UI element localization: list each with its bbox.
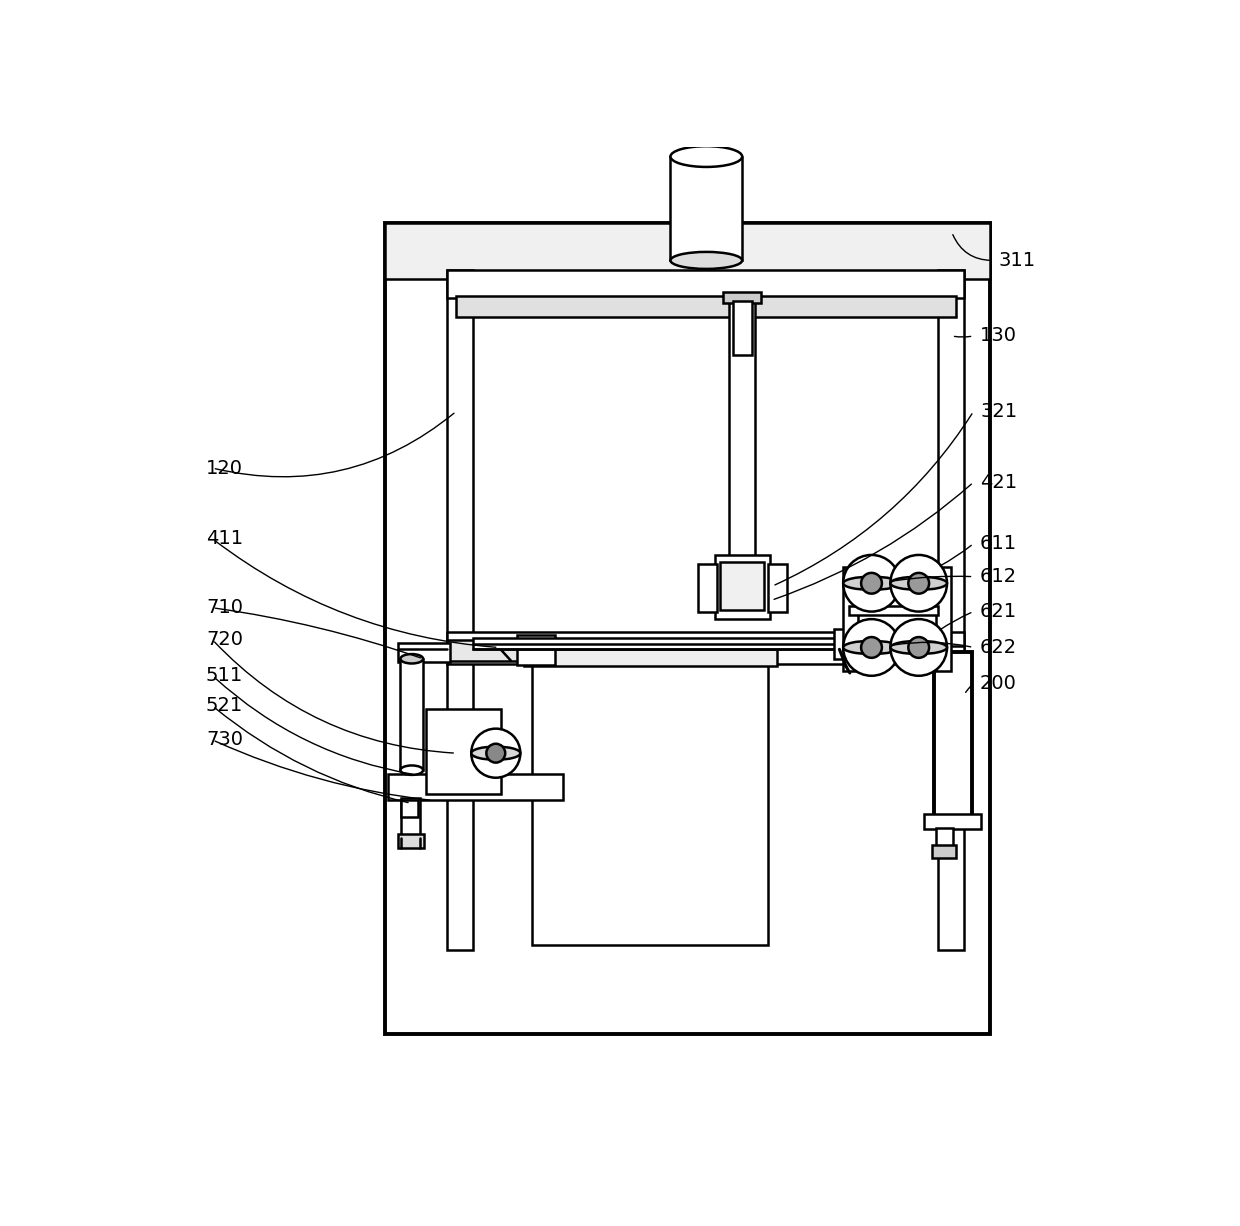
Ellipse shape — [843, 641, 900, 653]
Text: 511: 511 — [206, 666, 243, 685]
Bar — [525, 650, 777, 667]
Circle shape — [843, 619, 900, 676]
Circle shape — [486, 744, 505, 763]
Circle shape — [843, 555, 900, 612]
Bar — [446, 633, 963, 664]
Bar — [388, 774, 563, 801]
Text: 120: 120 — [206, 459, 243, 478]
Bar — [720, 563, 764, 609]
Bar — [402, 798, 420, 839]
Bar — [714, 555, 770, 619]
Bar — [446, 270, 474, 949]
Text: 710: 710 — [206, 598, 243, 618]
Text: 720: 720 — [206, 630, 243, 650]
Bar — [386, 223, 990, 1035]
Bar — [401, 658, 423, 770]
Ellipse shape — [471, 747, 521, 760]
Text: 611: 611 — [980, 535, 1017, 553]
Bar — [849, 606, 937, 615]
Bar — [729, 298, 755, 563]
Ellipse shape — [671, 146, 743, 167]
Bar — [934, 652, 972, 818]
Bar — [532, 662, 768, 945]
Bar — [937, 270, 963, 949]
Bar — [446, 640, 527, 661]
Bar — [386, 223, 990, 280]
Bar — [474, 638, 839, 650]
Bar — [843, 568, 858, 671]
Bar — [733, 302, 751, 354]
Circle shape — [861, 573, 882, 593]
Bar — [425, 709, 501, 793]
Text: 622: 622 — [980, 638, 1017, 657]
Bar — [932, 845, 956, 858]
Bar — [517, 635, 556, 666]
Ellipse shape — [843, 576, 900, 590]
Bar — [671, 157, 743, 260]
Text: 730: 730 — [206, 731, 243, 749]
Ellipse shape — [671, 251, 743, 268]
Bar — [833, 629, 851, 658]
Text: 521: 521 — [206, 696, 243, 716]
Text: 311: 311 — [999, 251, 1037, 270]
Bar — [456, 297, 956, 318]
Text: 421: 421 — [980, 473, 1017, 492]
Circle shape — [471, 728, 521, 777]
Circle shape — [909, 638, 929, 658]
Bar — [723, 292, 761, 303]
Ellipse shape — [401, 653, 423, 663]
Text: 612: 612 — [980, 568, 1017, 586]
Bar — [398, 835, 424, 847]
Bar — [936, 828, 952, 848]
Ellipse shape — [890, 641, 947, 653]
Text: 321: 321 — [980, 402, 1017, 421]
Ellipse shape — [890, 576, 947, 590]
Bar — [936, 568, 951, 671]
Bar — [402, 801, 418, 818]
Ellipse shape — [401, 765, 423, 775]
Text: 130: 130 — [980, 326, 1017, 346]
Text: 200: 200 — [980, 674, 1017, 693]
Bar — [924, 814, 981, 829]
Circle shape — [909, 573, 929, 593]
Bar — [446, 270, 963, 298]
Text: 411: 411 — [206, 530, 243, 548]
Circle shape — [861, 638, 882, 658]
Bar — [768, 564, 786, 612]
Circle shape — [890, 555, 947, 612]
Text: 621: 621 — [980, 602, 1017, 622]
Bar — [398, 642, 450, 662]
Bar — [698, 564, 717, 612]
Circle shape — [890, 619, 947, 676]
